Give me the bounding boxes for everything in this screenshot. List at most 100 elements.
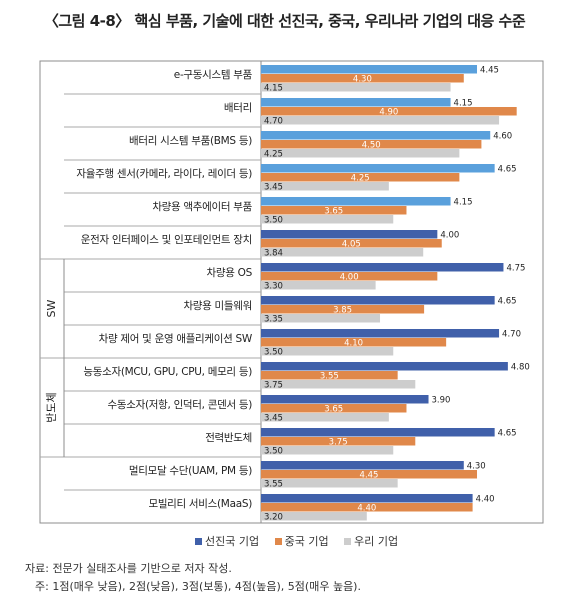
value-label: 4.45 bbox=[360, 470, 379, 480]
bar bbox=[261, 230, 438, 239]
bar bbox=[261, 140, 482, 149]
value-label: 4.90 bbox=[379, 107, 398, 117]
bar bbox=[261, 371, 398, 380]
value-label: 4.65 bbox=[498, 428, 517, 438]
bar bbox=[261, 305, 425, 314]
chart-legend: 선진국 기업 중국 기업 우리 기업 bbox=[195, 533, 410, 549]
legend-label-china: 중국 기업 bbox=[284, 535, 329, 548]
value-label: 3.35 bbox=[264, 314, 283, 324]
bar bbox=[261, 65, 478, 74]
bar bbox=[261, 83, 451, 92]
category-label: 배터리 시스템 부품(BMS 등) bbox=[129, 135, 252, 147]
scale-note: 주: 1점(매우 낮음), 2점(낮음), 3점(보통), 4점(높음), 5점… bbox=[35, 580, 361, 593]
value-label: 4.10 bbox=[344, 338, 363, 348]
bar bbox=[261, 182, 389, 191]
value-label: 3.50 bbox=[264, 446, 283, 456]
bar bbox=[261, 173, 460, 182]
value-label: 4.45 bbox=[480, 65, 499, 75]
value-label: 3.75 bbox=[329, 437, 348, 447]
value-label: 3.84 bbox=[264, 248, 283, 258]
plot-frame bbox=[39, 60, 544, 524]
value-label: 3.85 bbox=[333, 305, 352, 315]
category-label: 모빌리티 서비스(MaaS) bbox=[148, 498, 252, 510]
bar bbox=[261, 461, 464, 470]
value-label: 4.30 bbox=[467, 461, 486, 471]
legend-label-korea: 우리 기업 bbox=[354, 535, 399, 548]
bar bbox=[261, 107, 517, 116]
bar bbox=[261, 206, 407, 215]
value-label: 4.00 bbox=[440, 230, 459, 240]
category-label: 멀티모달 수단(UAM, PM 등) bbox=[129, 464, 252, 477]
bar bbox=[261, 272, 438, 281]
value-label: 4.00 bbox=[340, 272, 359, 282]
value-label: 4.75 bbox=[506, 263, 525, 273]
legend-item-korea: 우리 기업 bbox=[344, 533, 398, 549]
bar bbox=[261, 197, 451, 206]
bar bbox=[261, 98, 451, 107]
bar bbox=[261, 239, 442, 248]
bar bbox=[261, 380, 416, 389]
value-label: 4.15 bbox=[454, 98, 473, 108]
bar bbox=[261, 314, 381, 323]
bar bbox=[261, 446, 394, 455]
category-label: 자율주행 센서(카메라, 라이다, 레이더 등) bbox=[76, 168, 252, 180]
value-label: 3.20 bbox=[264, 512, 283, 522]
value-label: 4.25 bbox=[264, 149, 283, 159]
bar bbox=[261, 74, 464, 83]
value-label: 4.15 bbox=[454, 197, 473, 207]
bar bbox=[261, 296, 495, 305]
bar bbox=[261, 413, 389, 422]
legend-swatch-korea bbox=[344, 538, 352, 545]
bar bbox=[261, 164, 495, 173]
value-label: 4.40 bbox=[476, 494, 495, 504]
value-label: 3.45 bbox=[264, 413, 283, 423]
value-label: 3.75 bbox=[264, 380, 283, 390]
legend-item-advanced: 선진국 기업 bbox=[195, 533, 259, 549]
category-label: 차량용 OS bbox=[207, 267, 253, 279]
value-label: 3.65 bbox=[324, 404, 343, 414]
bar bbox=[261, 395, 429, 404]
category-label: 차량용 미들웨워 bbox=[183, 299, 252, 312]
value-label: 4.15 bbox=[264, 83, 283, 93]
legend-swatch-advanced bbox=[195, 538, 202, 545]
bar bbox=[261, 470, 478, 479]
bar bbox=[261, 149, 460, 158]
legend-item-china: 중국 기업 bbox=[274, 533, 329, 549]
value-label: 4.70 bbox=[502, 329, 521, 339]
bar bbox=[261, 512, 367, 521]
category-label: 능동소자(MCU, GPU, CPU, 메모리 등) bbox=[83, 366, 252, 378]
legend-label-advanced: 선진국 기업 bbox=[205, 535, 260, 548]
category-label: 전력반도체 bbox=[205, 432, 252, 444]
category-label: 운전자 인터페이스 및 인포테인먼트 장치 bbox=[81, 234, 252, 246]
bar bbox=[261, 437, 416, 446]
source-note: 자료: 전문가 실태조사를 기반으로 저자 작성. bbox=[25, 562, 232, 575]
category-label: 차량 제어 및 운영 애플리케이션 SW bbox=[99, 333, 253, 345]
bar bbox=[261, 116, 500, 125]
bar bbox=[261, 479, 398, 488]
value-label: 3.55 bbox=[320, 371, 339, 381]
bar bbox=[261, 248, 424, 257]
value-label: 3.50 bbox=[264, 215, 283, 225]
bar bbox=[261, 503, 473, 512]
value-label: 3.55 bbox=[264, 479, 283, 489]
value-label: 4.30 bbox=[353, 74, 372, 84]
bar bbox=[261, 329, 500, 338]
value-label: 4.40 bbox=[357, 503, 376, 513]
bar bbox=[261, 494, 473, 503]
value-label: 3.45 bbox=[264, 182, 283, 192]
bar bbox=[261, 347, 394, 356]
bar bbox=[261, 362, 508, 371]
value-label: 4.25 bbox=[351, 173, 370, 183]
group-label-sw: SW bbox=[45, 299, 58, 317]
value-label: 3.50 bbox=[264, 347, 283, 357]
category-label: 수동소자(저항, 인덕터, 콘덴서 등) bbox=[108, 399, 253, 411]
value-label: 3.65 bbox=[324, 206, 343, 216]
bar bbox=[261, 404, 407, 413]
legend-swatch-china bbox=[274, 538, 282, 545]
chart-title: 〈그림 4-8〉 핵심 부품, 기술에 대한 선진국, 중국, 우리나라 기업의… bbox=[43, 12, 526, 30]
value-label: 4.80 bbox=[511, 362, 530, 372]
value-label: 4.70 bbox=[264, 116, 283, 126]
bar bbox=[261, 428, 495, 437]
group-label-semiconductor: 반도체 bbox=[45, 392, 58, 422]
